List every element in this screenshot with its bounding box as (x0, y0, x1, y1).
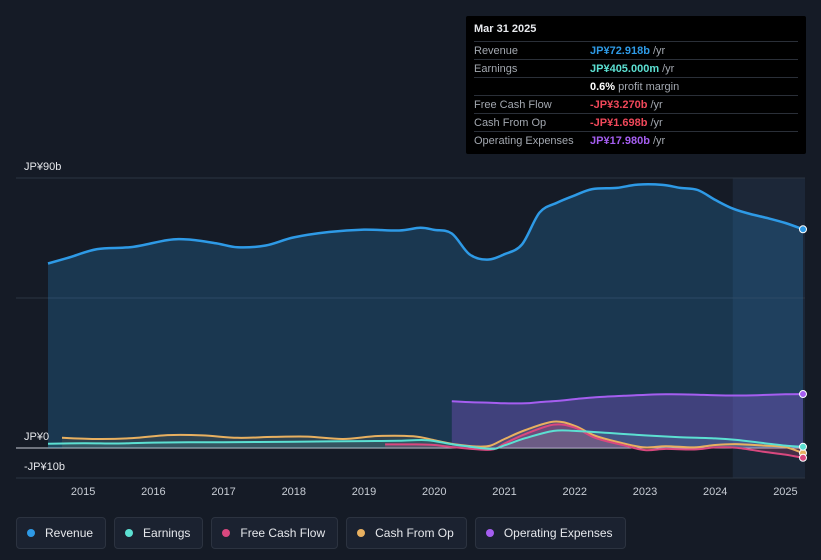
x-tick-label: 2024 (703, 486, 727, 498)
cash-from-op-area (62, 421, 803, 454)
tooltip-row-earnings: Earnings JP¥405.000m/yr (474, 59, 798, 77)
x-tick-label: 2023 (633, 486, 657, 498)
tooltip-row-value: -JP¥3.270b (590, 98, 648, 111)
x-tick-label: 2017 (211, 486, 235, 498)
tooltip-row-unit: /yr (650, 98, 663, 111)
earnings-area (48, 430, 803, 449)
legend-dot-icon (485, 529, 494, 537)
legend-earnings[interactable]: Earnings (114, 517, 204, 549)
tooltip-row-unit: /yr (650, 116, 663, 129)
tooltip-row-value: JP¥72.918b (590, 44, 650, 57)
tooltip-row-unit: /yr (662, 62, 675, 75)
tooltip-row-unit: /yr (652, 44, 666, 57)
free-cash-flow-line (385, 423, 804, 459)
financials-chart: JP¥90b JP¥0 -JP¥10b 2015 2016 2017 2018 2019 202… (16, 161, 807, 498)
x-tick-label: 2021 (492, 486, 516, 498)
operating-expenses-end-point (799, 390, 807, 399)
revenue-line (47, 183, 804, 265)
tooltip-row-operating-expenses: Operating Expenses JP¥17.980b/yr (474, 131, 798, 149)
y-tick-label: JP¥0 (24, 431, 49, 443)
legend-label: Free Cash Flow (240, 526, 326, 540)
legend-dot-icon (357, 529, 366, 537)
tooltip-row-value: -JP¥1.698b (590, 116, 648, 129)
x-tick-label: 2025 (773, 486, 797, 498)
x-tick-label: 2018 (282, 486, 306, 498)
x-tick-label: 2015 (71, 486, 95, 498)
tooltip-row-label: Revenue (474, 44, 519, 57)
tooltip-row-value: JP¥405.000m (590, 62, 660, 75)
recent-period-highlight (732, 178, 805, 478)
y-tick-label: -JP¥10b (24, 461, 65, 473)
tooltip-row-label: Free Cash Flow (474, 98, 552, 111)
tooltip-row-unit: profit margin (618, 80, 680, 93)
legend-operating-expenses[interactable]: Operating Expenses (474, 517, 626, 549)
tooltip-row-label: Earnings (474, 62, 518, 75)
tooltip-date: Mar 31 2025 (474, 23, 537, 35)
legend-revenue[interactable]: Revenue (16, 517, 107, 549)
tooltip-row-free-cash-flow: Free Cash Flow -JP¥3.270b/yr (474, 95, 798, 113)
x-tick-label: 2022 (563, 486, 587, 498)
legend-label: Cash From Op (375, 526, 454, 540)
tooltip-row-value: JP¥17.980b (590, 134, 650, 147)
free-cash-flow-end-point (799, 453, 807, 462)
earnings-line (47, 429, 804, 450)
tooltip-row-label: Cash From Op (474, 116, 547, 129)
cash-from-op-line (61, 420, 804, 455)
revenue-end-point (799, 225, 807, 234)
legend-dot-icon (27, 529, 35, 537)
tooltip-panel: Mar 31 2025 Revenue JP¥72.918b/yr Earnings… (466, 16, 806, 154)
tooltip-row-value: 0.6% (590, 80, 616, 93)
x-tick-label: 2016 (141, 486, 165, 498)
tooltip-row-profit-margin: 0.6% profit margin (474, 77, 798, 95)
legend-label: Earnings (143, 526, 191, 540)
legend: Revenue Earnings Free Cash Flow Cash From O… (16, 517, 626, 549)
tooltip-row-revenue: Revenue JP¥72.918b/yr (474, 41, 798, 59)
earnings-end-point (799, 442, 807, 451)
legend-dot-icon (222, 529, 231, 537)
tooltip-row-cash-from-op: Cash From Op -JP¥1.698b/yr (474, 113, 798, 131)
legend-label: Operating Expenses (503, 526, 613, 540)
x-tick-label: 2019 (352, 486, 376, 498)
legend-cash-from-op[interactable]: Cash From Op (346, 517, 467, 549)
revenue-area (48, 184, 803, 448)
legend-label: Revenue (45, 526, 94, 540)
legend-free-cash-flow[interactable]: Free Cash Flow (211, 517, 339, 549)
operating-expenses-line (451, 393, 804, 405)
y-tick-label: JP¥90b (24, 161, 61, 173)
tooltip-row-label: Operating Expenses (474, 134, 574, 147)
tooltip-row-unit: /yr (652, 134, 666, 147)
legend-dot-icon (125, 529, 134, 537)
x-tick-label: 2020 (422, 486, 446, 498)
